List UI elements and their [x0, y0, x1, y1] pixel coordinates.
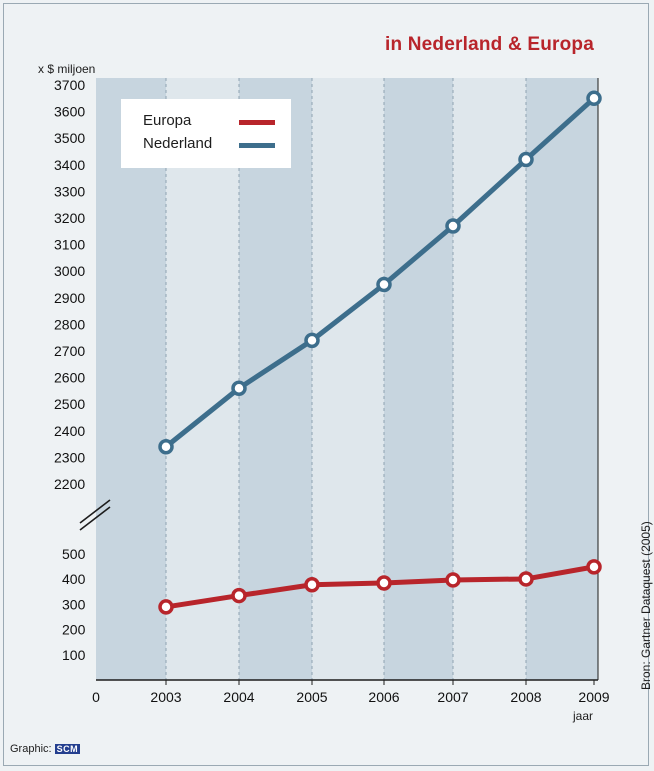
y-tick-label: 2400 [54, 423, 85, 439]
y-tick-label: 3300 [54, 183, 85, 199]
y-tick-label: 500 [62, 546, 86, 562]
legend-label-nederland: Nederland [143, 135, 213, 152]
legend: Europa Nederland [121, 99, 291, 168]
y-tick-label: 2800 [54, 316, 85, 332]
credit-logo: SCM [54, 744, 81, 755]
data-point-europa [304, 576, 320, 593]
y-tick-label: 2200 [54, 476, 85, 492]
x-tick-label: 2004 [223, 689, 254, 705]
y-tick-label: 2700 [54, 343, 85, 359]
axis-break-mark [79, 506, 111, 531]
background-band [166, 78, 239, 680]
y-tick-label: 2600 [54, 370, 85, 386]
x-tick-label: 2009 [578, 689, 609, 705]
y-tick-label: 300 [62, 596, 86, 612]
background-bands [96, 78, 598, 680]
chart-title: in Nederland & Europa [384, 34, 594, 55]
y-tick-label: 3200 [54, 210, 85, 226]
background-band [526, 78, 598, 680]
legend-item-nederland: Nederland [143, 135, 283, 155]
data-point-nederland [586, 90, 602, 107]
y-tick-label: 3100 [54, 237, 85, 253]
data-point-nederland [445, 218, 461, 234]
legend-swatch-nederland [239, 143, 275, 148]
data-point-europa [231, 587, 247, 604]
y-tick-label: 3700 [54, 77, 85, 93]
x-tick-labels: 0 2003 2004 2005 2006 2007 2008 2009 [92, 689, 610, 705]
x-tick-label: 2006 [368, 689, 399, 705]
data-point-europa [158, 599, 174, 615]
y-tick-label: 2500 [54, 396, 85, 412]
legend-label-europa: Europa [143, 112, 192, 129]
chart-frame [3, 3, 649, 766]
y-tick-label: 2900 [54, 290, 85, 306]
data-point-nederland [304, 332, 320, 349]
y-tick-label: 2300 [54, 449, 85, 465]
gridlines [165, 78, 527, 680]
y-tick-label: 100 [62, 647, 86, 663]
y-tick-label: 3000 [54, 263, 85, 279]
y-tick-label: 200 [62, 622, 86, 638]
y-tick-label: 3600 [54, 104, 85, 120]
y-tick-labels: 2200 2300 2400 2500 2600 2700 2800 2900 3000 3100… [54, 77, 86, 663]
data-series [158, 90, 602, 615]
data-point-europa [376, 575, 392, 591]
background-band [312, 78, 384, 680]
data-point-europa [445, 572, 461, 588]
x-tick-label: 2007 [437, 689, 468, 705]
data-point-nederland [231, 380, 247, 396]
axes [79, 78, 599, 685]
x-tick-label: 2008 [510, 689, 541, 705]
x-tick-label: 2003 [150, 689, 181, 705]
credit-label: Graphic: [10, 743, 52, 755]
y-axis-unit-label: x $ miljoen [38, 62, 96, 76]
y-tick-label: 400 [62, 571, 86, 587]
data-point-europa [518, 571, 534, 587]
graphic-credit: Graphic: SCM [10, 743, 81, 755]
source-label: Bron: Gartner Dataquest (2005) [639, 521, 653, 690]
data-point-europa [586, 559, 602, 575]
axis-break-mark [79, 499, 111, 524]
y-tick-label: 3500 [54, 130, 85, 146]
legend-swatch-europa [239, 120, 275, 125]
data-point-nederland [518, 151, 534, 168]
x-axis-unit-label: jaar [573, 709, 594, 723]
background-band [384, 78, 453, 680]
legend-item-europa: Europa [143, 112, 283, 132]
x-tick-label: 2005 [296, 689, 327, 705]
background-band [96, 78, 166, 680]
data-point-nederland [158, 439, 174, 455]
x-tick-label: 0 [92, 689, 100, 705]
data-point-nederland [376, 276, 392, 293]
y-tick-label: 3400 [54, 157, 85, 173]
